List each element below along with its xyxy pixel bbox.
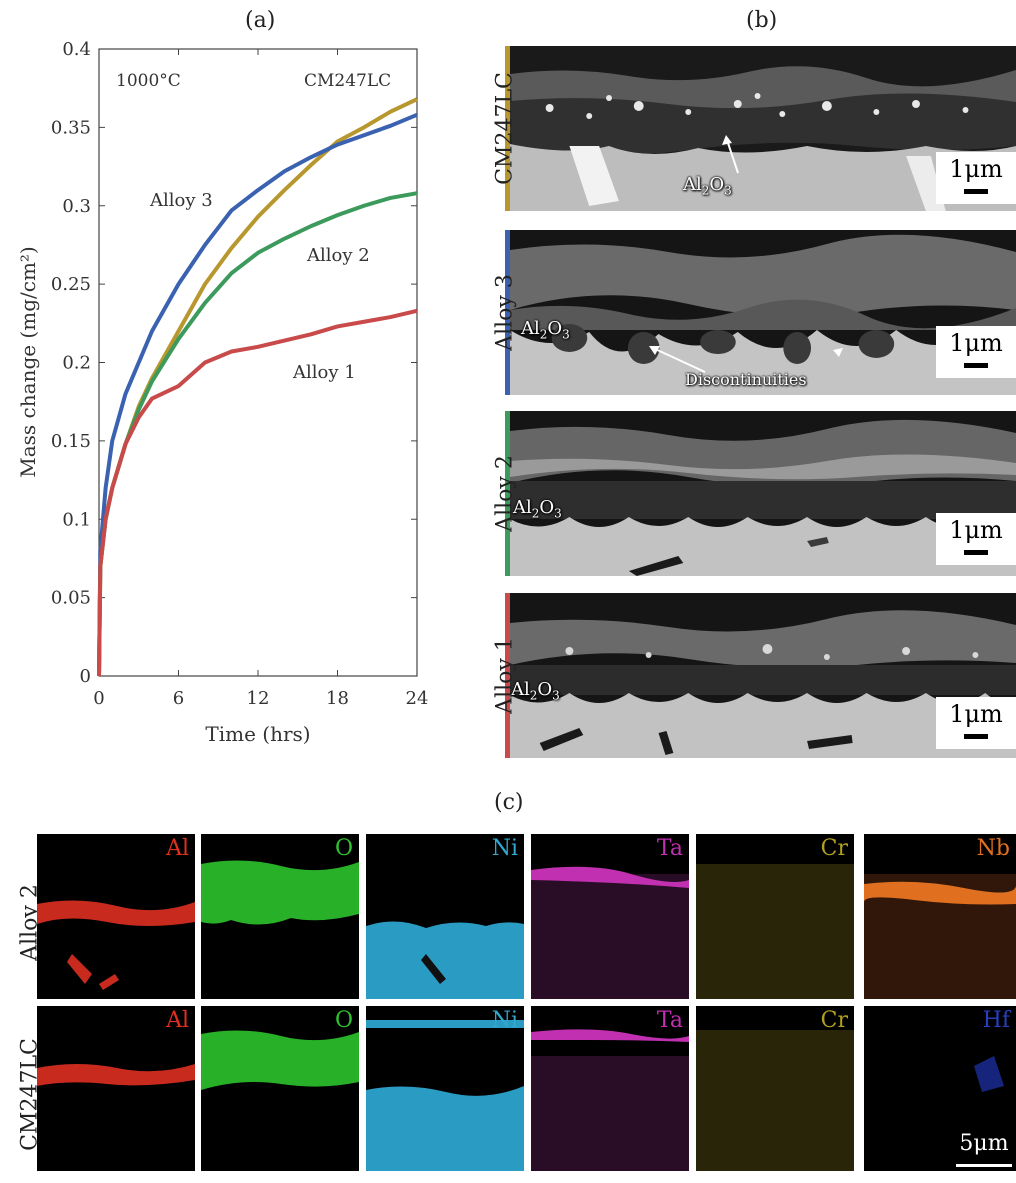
sem-image bbox=[510, 411, 1016, 576]
edx-map-hf-cm247lc: Hf 5μm bbox=[864, 1006, 1016, 1171]
edx-map-ta-cm247lc: Ta bbox=[531, 1006, 689, 1171]
y-axis-label: Mass change (mg/cm²) bbox=[16, 246, 40, 477]
y-tick-label: 0.15 bbox=[51, 431, 91, 452]
edx-map-ni-cm247lc: Ni bbox=[366, 1006, 524, 1171]
sem-image bbox=[510, 230, 1016, 395]
al2o3-label: Al2O3 bbox=[513, 497, 562, 521]
y-tick-label: 0.25 bbox=[51, 274, 91, 295]
annot-cm247lc: CM247LC bbox=[304, 71, 391, 91]
plot-frame bbox=[98, 48, 418, 677]
row-label-alloy3: Alloy 3 bbox=[492, 274, 518, 351]
temperature-label: 1000°C bbox=[116, 71, 181, 91]
y-tick-label: 0 bbox=[80, 666, 91, 687]
sem-row-alloy3: 1μm Al2O3 Discontinuities bbox=[505, 230, 1016, 395]
sem-row-alloy1: 1μm Al2O3 bbox=[505, 593, 1016, 758]
series-line-cm247lc bbox=[97, 97, 418, 677]
scale-bar: 1μm bbox=[936, 152, 1016, 204]
row-color-bar bbox=[505, 593, 510, 758]
edx-map-ni-alloy2: Ni bbox=[366, 834, 524, 999]
edx-map-al-alloy2: Al bbox=[37, 834, 195, 999]
row-color-bar bbox=[505, 230, 510, 395]
y-axis-ticks: 0 0.05 0.1 0.15 0.2 0.25 0.3 0.35 0.4 bbox=[51, 39, 417, 687]
edx-map-ta-alloy2: Ta bbox=[531, 834, 689, 999]
row-label-cm247lc: CM247LC bbox=[492, 72, 518, 185]
arrow-icon bbox=[722, 135, 739, 174]
y-tick-label: 0.05 bbox=[51, 588, 91, 609]
y-tick-label: 0.4 bbox=[62, 39, 91, 60]
y-tick-label: 0.35 bbox=[51, 117, 91, 138]
x-tick-label: 18 bbox=[326, 688, 349, 709]
annot-alloy1: Alloy 1 bbox=[292, 362, 356, 383]
row-color-bar bbox=[505, 411, 510, 576]
panel-a-label: (a) bbox=[245, 8, 276, 33]
x-tick-label: 12 bbox=[247, 688, 270, 709]
al2o3-label: Al2O3 bbox=[511, 679, 560, 703]
y-tick-label: 0.1 bbox=[62, 509, 91, 530]
annot-alloy3: Alloy 3 bbox=[149, 190, 213, 211]
sem-image bbox=[510, 593, 1016, 758]
edx-map-cr-cm247lc: Cr bbox=[696, 1006, 854, 1171]
al2o3-label: Al2O3 bbox=[521, 318, 570, 342]
panel-c-label: (c) bbox=[494, 790, 524, 815]
scale-bar: 1μm bbox=[936, 326, 1016, 378]
panel-b-label: (b) bbox=[746, 8, 778, 33]
x-axis-ticks: 0 6 12 18 24 bbox=[93, 49, 428, 709]
x-tick-label: 6 bbox=[173, 688, 184, 709]
edx-map-al-cm247lc: Al bbox=[37, 1006, 195, 1171]
edx-map-nb-alloy2: Nb bbox=[864, 834, 1016, 999]
edx-map-o-cm247lc: O bbox=[201, 1006, 359, 1171]
sem-image bbox=[510, 46, 1016, 211]
arrow-icon bbox=[649, 346, 843, 373]
edx-map-o-alloy2: O bbox=[201, 834, 359, 999]
x-tick-label: 0 bbox=[93, 688, 104, 709]
sem-row-alloy2: 1μm Al2O3 bbox=[505, 411, 1016, 576]
row-color-bar bbox=[505, 46, 510, 211]
series-line-alloy-3 bbox=[97, 112, 418, 677]
sem-row-cm247lc: 1μm Al2O3 bbox=[505, 46, 1016, 211]
x-axis-label: Time (hrs) bbox=[205, 722, 310, 746]
discontinuities-label: Discontinuities bbox=[685, 370, 807, 389]
y-tick-label: 0.2 bbox=[62, 353, 91, 374]
row-label-alloy1: Alloy 1 bbox=[492, 637, 518, 714]
annot-alloy2: Alloy 2 bbox=[306, 245, 370, 266]
chart-series bbox=[97, 97, 418, 677]
scale-bar: 1μm bbox=[936, 697, 1016, 749]
row-label-alloy2: Alloy 2 bbox=[492, 455, 518, 532]
y-tick-label: 0.3 bbox=[62, 196, 91, 217]
x-tick-label: 24 bbox=[406, 688, 429, 709]
scale-bar: 1μm bbox=[936, 513, 1016, 565]
scale-bar-c: 5μm bbox=[952, 1131, 1016, 1171]
al2o3-label: Al2O3 bbox=[683, 174, 732, 198]
series-line-alloy-1 bbox=[97, 308, 418, 677]
mass-change-chart: 0 0.05 0.1 0.15 0.2 0.25 0.3 0.35 0.4 0 6 12 18 24 1… bbox=[16, 39, 428, 746]
edx-map-cr-alloy2: Cr bbox=[696, 834, 854, 999]
